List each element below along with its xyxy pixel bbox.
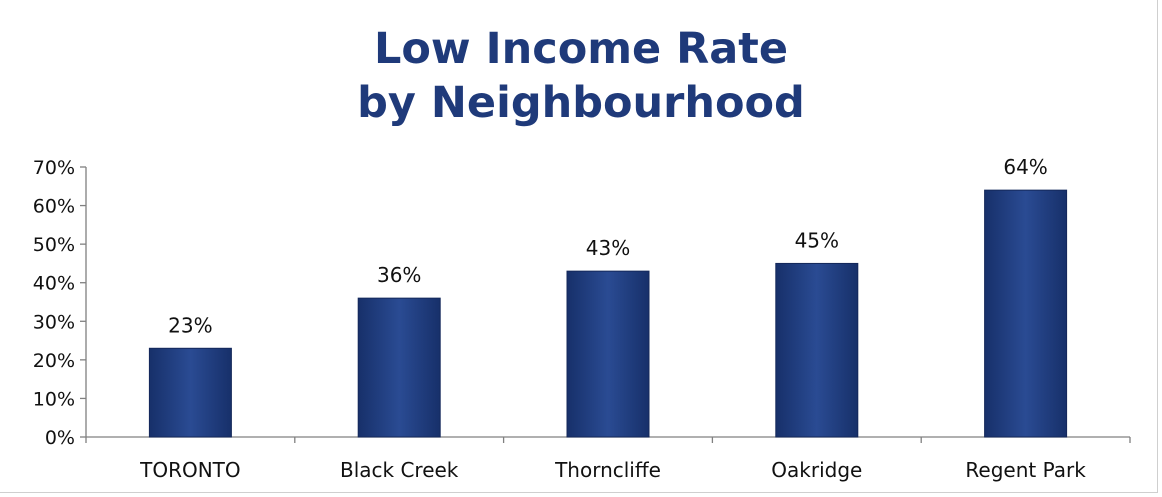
bar-value-label: 43% xyxy=(586,236,630,260)
bar-value-label: 36% xyxy=(377,263,421,287)
y-tick-label: 0% xyxy=(45,427,75,449)
chart-title: Low Income Rate by Neighbourhood xyxy=(0,22,1162,130)
bar xyxy=(357,297,441,438)
bar xyxy=(984,189,1068,438)
x-category-label: Regent Park xyxy=(965,458,1086,482)
chart-labels: 23% TORONTO 36% Black Creek 43% Thorncliffe 45… xyxy=(139,155,1086,482)
chart-title-line-2: by Neighbourhood xyxy=(357,78,805,128)
bar-value-label: 23% xyxy=(168,313,212,337)
bar-value-label: 45% xyxy=(795,228,839,252)
x-category-label: Black Creek xyxy=(340,458,459,482)
y-tick-label: 40% xyxy=(33,273,75,295)
bar xyxy=(148,347,232,438)
x-category-label: TORONTO xyxy=(139,458,241,482)
y-tick-label: 20% xyxy=(33,350,75,372)
bar-value-label: 64% xyxy=(1003,155,1047,179)
chart-title-line-1: Low Income Rate xyxy=(373,24,789,74)
x-category-label: Oakridge xyxy=(771,458,862,482)
y-tick-label: 60% xyxy=(33,196,75,218)
y-tick-label: 10% xyxy=(33,388,75,410)
y-tick-label: 30% xyxy=(33,311,75,333)
x-category-label: Thorncliffe xyxy=(554,458,661,482)
bar xyxy=(566,270,650,438)
bar xyxy=(775,262,859,438)
y-tick-label: 70% xyxy=(33,157,75,179)
y-tick-label: 50% xyxy=(33,234,75,256)
chart-bars xyxy=(148,189,1068,438)
chart-axes: 0% 10% 20% 30% 40% 50% 60% 70% xyxy=(33,157,1131,449)
